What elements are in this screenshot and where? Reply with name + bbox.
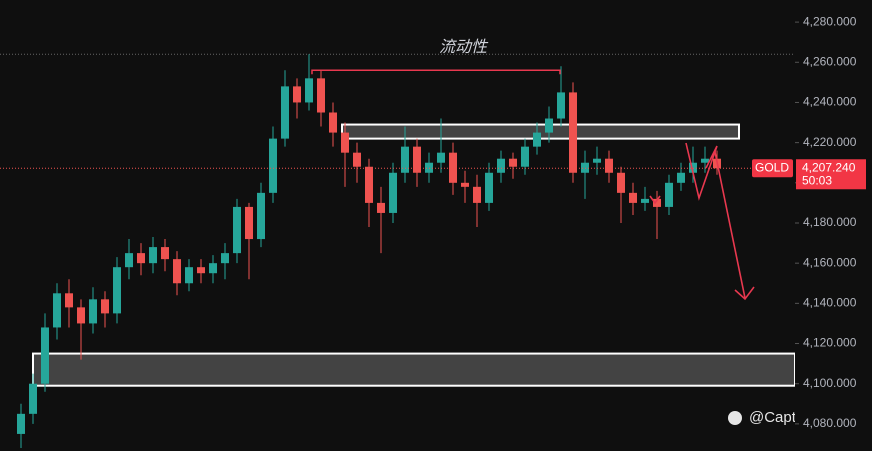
candle-body bbox=[245, 206, 253, 240]
candle-body bbox=[641, 198, 649, 203]
candle-body bbox=[209, 263, 217, 274]
plot-area bbox=[0, 53, 796, 448]
zigzag bbox=[685, 142, 718, 201]
candle-body bbox=[65, 293, 73, 308]
candle-body bbox=[545, 118, 553, 133]
candle-body bbox=[29, 383, 37, 414]
candle-body bbox=[173, 259, 181, 284]
countdown: 50:03 bbox=[802, 173, 832, 187]
candle-body bbox=[509, 158, 517, 167]
symbol-label: GOLD bbox=[755, 160, 789, 174]
last-price-label: 4,207.240 bbox=[802, 160, 856, 174]
axis-labels: 4,080.000 4,100.000 4,120.000 4,140.000 4,16… bbox=[752, 14, 866, 430]
candle-body bbox=[257, 192, 265, 240]
candle-body bbox=[473, 186, 481, 203]
candle-body bbox=[425, 162, 433, 173]
candle-body bbox=[185, 267, 193, 284]
candle-body bbox=[89, 299, 97, 324]
candle-body bbox=[413, 146, 421, 173]
candle-body bbox=[521, 146, 529, 167]
y-tick-label: 4,280.000 bbox=[803, 14, 857, 28]
candle-body bbox=[293, 86, 301, 103]
candle-body bbox=[197, 267, 205, 274]
candle-body bbox=[77, 307, 85, 324]
price-axis bbox=[795, 0, 872, 451]
candle-body bbox=[329, 112, 337, 133]
watermark-icon bbox=[728, 411, 742, 425]
y-tick-label: 4,220.000 bbox=[803, 135, 857, 149]
candle-body bbox=[617, 172, 625, 193]
candle-body bbox=[353, 152, 361, 167]
candle-body bbox=[401, 146, 409, 173]
candle-body bbox=[557, 92, 565, 119]
y-tick-label: 4,240.000 bbox=[803, 95, 857, 109]
candle-body bbox=[365, 166, 373, 203]
liquidity-line bbox=[311, 69, 561, 75]
candle-body bbox=[125, 253, 133, 268]
candle-body bbox=[53, 293, 61, 328]
y-tick-label: 4,120.000 bbox=[803, 336, 857, 350]
annotation-title: 流动性 bbox=[439, 38, 489, 56]
candle-body bbox=[533, 132, 541, 147]
candle-body bbox=[41, 327, 49, 384]
symbol-tag bbox=[752, 159, 793, 178]
arrow-head bbox=[734, 286, 755, 301]
candle-body bbox=[269, 138, 277, 193]
y-tick-label: 4,100.000 bbox=[803, 376, 857, 390]
candle-body bbox=[701, 158, 709, 163]
candle-body bbox=[137, 253, 145, 264]
arrow-line bbox=[714, 151, 746, 299]
y-tick-label: 4,140.000 bbox=[803, 296, 857, 310]
candle-body bbox=[161, 247, 169, 260]
candle-body bbox=[317, 78, 325, 113]
candle-body bbox=[437, 152, 445, 163]
y-tick-label: 4,160.000 bbox=[803, 255, 857, 269]
y-tick-label: 4,260.000 bbox=[803, 54, 857, 68]
arrow-annotations bbox=[649, 142, 755, 301]
candle-body bbox=[389, 172, 397, 213]
candle-body bbox=[461, 182, 469, 187]
candle-body bbox=[113, 267, 121, 314]
candle-body bbox=[221, 253, 229, 264]
candle-body bbox=[449, 152, 457, 183]
candle-body bbox=[17, 413, 25, 434]
zone bbox=[32, 352, 796, 387]
candle-body bbox=[233, 206, 241, 254]
candle-body bbox=[629, 192, 637, 203]
small-arrow bbox=[649, 195, 661, 205]
candle-body bbox=[101, 299, 109, 314]
candle-body bbox=[593, 158, 601, 163]
candle-body bbox=[569, 92, 577, 173]
y-tick-label: 4,180.000 bbox=[803, 215, 857, 229]
candle-body bbox=[665, 182, 673, 207]
price-tag bbox=[796, 159, 866, 190]
candle-body bbox=[341, 132, 349, 153]
candle-body bbox=[677, 172, 685, 183]
candle-body bbox=[281, 86, 289, 139]
candle-body bbox=[497, 158, 505, 173]
candle-body bbox=[149, 247, 157, 264]
candle-body bbox=[605, 158, 613, 173]
candle-body bbox=[305, 78, 313, 103]
y-tick-label: 4,080.000 bbox=[803, 416, 857, 430]
candle-body bbox=[653, 198, 661, 207]
candle-body bbox=[377, 202, 385, 213]
candle-body bbox=[485, 172, 493, 203]
candle-body bbox=[689, 162, 697, 173]
candle-body bbox=[581, 162, 589, 173]
